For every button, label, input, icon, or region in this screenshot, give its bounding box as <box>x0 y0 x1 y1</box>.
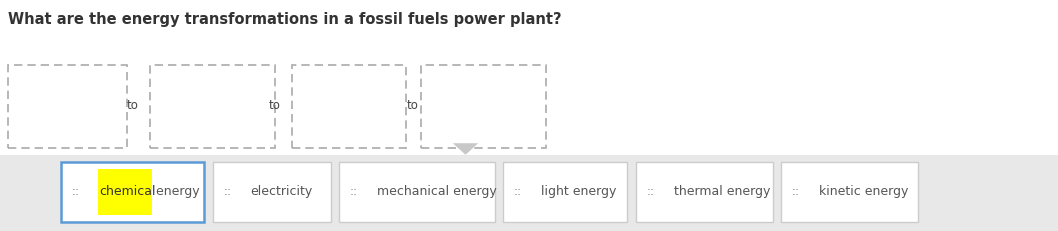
Text: chemical: chemical <box>99 185 156 198</box>
Text: mechanical energy: mechanical energy <box>378 185 497 198</box>
FancyBboxPatch shape <box>98 169 151 215</box>
Text: ::: :: <box>72 185 80 198</box>
Text: ::: :: <box>646 185 655 198</box>
Text: ::: :: <box>223 185 232 198</box>
Text: thermal energy: thermal energy <box>674 185 770 198</box>
Text: ::: :: <box>513 185 522 198</box>
Text: to: to <box>269 99 280 112</box>
Text: ::: :: <box>791 185 800 198</box>
Text: light energy: light energy <box>541 185 617 198</box>
Text: energy: energy <box>151 185 199 198</box>
Text: What are the energy transformations in a fossil fuels power plant?: What are the energy transformations in a… <box>8 12 562 27</box>
Text: ::: :: <box>350 185 358 198</box>
FancyBboxPatch shape <box>636 162 772 222</box>
FancyBboxPatch shape <box>340 162 494 222</box>
Bar <box>0 0 1058 155</box>
Bar <box>0 155 1058 231</box>
Text: to: to <box>406 99 418 112</box>
FancyBboxPatch shape <box>503 162 627 222</box>
FancyBboxPatch shape <box>61 162 204 222</box>
Polygon shape <box>453 143 478 155</box>
Text: electricity: electricity <box>251 185 313 198</box>
FancyBboxPatch shape <box>213 162 331 222</box>
Text: to: to <box>127 99 139 112</box>
FancyBboxPatch shape <box>781 162 917 222</box>
Text: kinetic energy: kinetic energy <box>819 185 909 198</box>
